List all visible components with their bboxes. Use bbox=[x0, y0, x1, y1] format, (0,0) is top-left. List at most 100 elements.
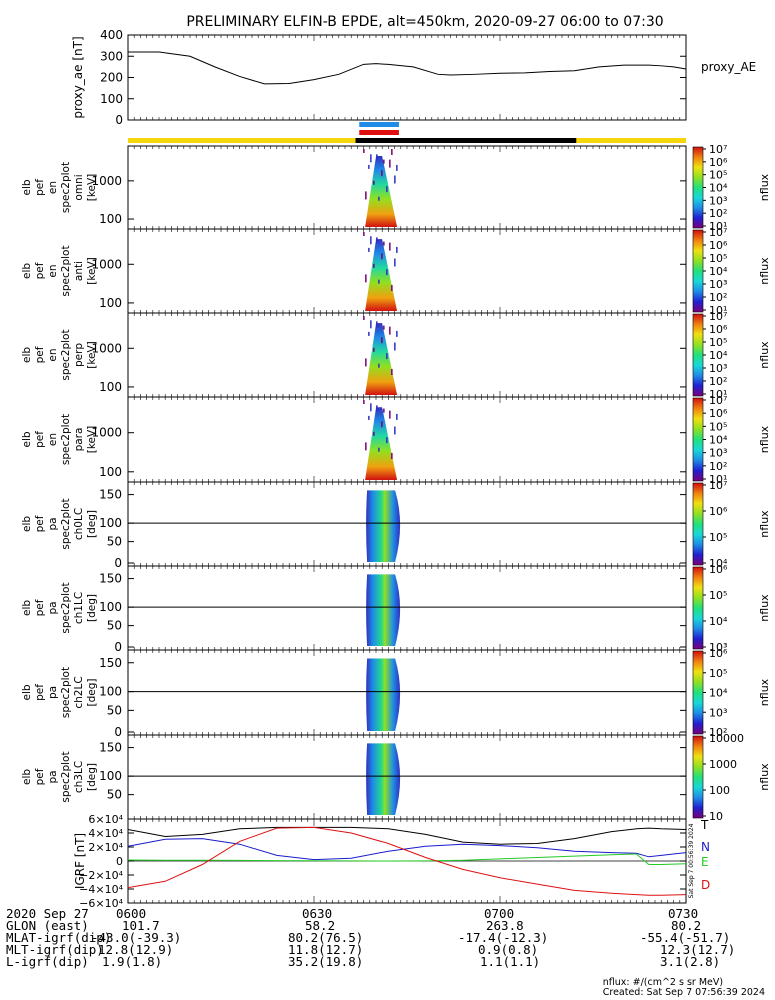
panel-frame-en-perp bbox=[127, 312, 687, 398]
orbit-row-label: MLAT-igrf(dip) bbox=[6, 930, 112, 945]
panel-ylabel-line: pef bbox=[34, 346, 46, 363]
spectrogram-en-perp bbox=[365, 323, 398, 395]
spectrogram-speckle bbox=[378, 447, 380, 452]
colorbar-tick-label: 10¹ bbox=[709, 220, 727, 233]
igrf-legend-T: T bbox=[700, 818, 709, 832]
proxy-ae-ylabel: proxy_ae [nT] bbox=[71, 36, 85, 118]
igrf-series-E bbox=[127, 853, 687, 865]
panel-ylabel-line: pa bbox=[47, 601, 59, 614]
colorbar-tick-label: 10³ bbox=[709, 362, 727, 375]
panel-ylabel-line: elb bbox=[21, 263, 33, 279]
spectrogram-speckle bbox=[376, 154, 378, 161]
panel-ylabel-line: en bbox=[47, 264, 59, 277]
y-tick-label: 0 bbox=[116, 855, 123, 868]
orbit-value: 0700 bbox=[484, 906, 515, 921]
spectrogram-speckle bbox=[383, 241, 385, 246]
spectrogram-speckle bbox=[373, 263, 375, 268]
colorbar-tick-label: 100 bbox=[709, 784, 730, 797]
orbit-row-l: L-igrf(dip) 1.9(1.8) 35.2(19.8) 1.1(1.1) 3.1… bbox=[6, 954, 766, 969]
spectrogram-speckle bbox=[378, 363, 380, 368]
spectrogram-speckle bbox=[381, 421, 383, 428]
spectrogram-speckle bbox=[363, 316, 365, 320]
colorbar-label: nflux bbox=[758, 341, 771, 369]
spectrogram-speckle bbox=[394, 258, 396, 267]
orbit-row-mlt: MLT-igrf(dip) 12.8(12.9) 11.8(12.7) 0.9(0.8… bbox=[6, 942, 766, 957]
y-tick-label: 100 bbox=[99, 516, 122, 530]
y-tick-label: −6×10⁴ bbox=[79, 897, 123, 910]
orbit-value: 263.8 bbox=[486, 918, 524, 933]
proxy-ae-frame bbox=[127, 34, 687, 121]
panel-ylabel-line: pef bbox=[34, 515, 46, 532]
y-tick-label: 1000 bbox=[91, 426, 122, 440]
panel-frame-en-omni bbox=[127, 145, 687, 230]
spectrogram-speckle bbox=[396, 330, 398, 337]
colorbar-tick-label: 10³ bbox=[709, 278, 727, 291]
spectrogram-speckle bbox=[391, 453, 393, 459]
spectrogram-speckle bbox=[370, 236, 372, 245]
spectrogram-speckle bbox=[383, 408, 385, 413]
colorbar-tick-label: 10² bbox=[709, 207, 727, 220]
y-tick-label: −4×10⁴ bbox=[79, 883, 123, 896]
orbit-value: 35.2(19.8) bbox=[288, 954, 364, 969]
colorbar-label: nflux bbox=[758, 173, 771, 201]
orbit-value: 1.1(1.1) bbox=[480, 954, 541, 969]
panel-ylabel-line: perp bbox=[73, 343, 85, 367]
spectrogram-speckle bbox=[368, 415, 370, 420]
panel-ylabel-line: [keV] bbox=[86, 174, 98, 202]
orbit-row-label: GLON (east) bbox=[6, 918, 89, 933]
spectrogram-speckle bbox=[394, 426, 396, 435]
spectrogram-speckle bbox=[378, 279, 380, 284]
igrf-series-T bbox=[127, 826, 687, 845]
colorbar-tick-label: 10⁵ bbox=[709, 252, 727, 265]
colorbar-tick-label: 10⁶ bbox=[709, 563, 728, 576]
colorbar-tick-label: 10⁶ bbox=[709, 156, 728, 169]
panel-frame-pa-ch1LC bbox=[127, 565, 687, 651]
colorbar-en-perp bbox=[692, 313, 704, 397]
colorbar-tick-label: 10⁴ bbox=[709, 557, 728, 570]
orbit-row-label: MLT-igrf(dip) bbox=[6, 942, 104, 957]
colorbar-label: nflux bbox=[758, 257, 771, 285]
panel-ylabel-line: elb bbox=[21, 347, 33, 363]
colorbar-tick-label: 10³ bbox=[709, 194, 727, 207]
colorbar-pa-ch3LC bbox=[692, 735, 704, 819]
colorbar-label: nflux bbox=[758, 678, 771, 706]
orbit-value: 1.9(1.8) bbox=[102, 954, 163, 969]
spectrogram-speckle bbox=[376, 237, 378, 244]
panel-ylabel-line: [keV] bbox=[86, 257, 98, 285]
panel-ylabel-line: para bbox=[73, 428, 85, 452]
proxy-ae-legend: proxy_AE bbox=[701, 60, 756, 74]
y-tick-label: 1000 bbox=[91, 174, 122, 188]
colorbar-tick-label: 10⁵ bbox=[709, 531, 727, 544]
colorbar-tick-label: 10² bbox=[709, 291, 727, 304]
proxy-ae-panel: 400 300 200 100 0 proxy_ae [nT] proxy_AE bbox=[71, 28, 756, 127]
spectrogram-speckle bbox=[363, 400, 365, 404]
y-tick-label: 300 bbox=[100, 49, 123, 63]
spectrogram-speckle bbox=[381, 337, 383, 344]
panel-ylabel-line: anti bbox=[73, 261, 85, 281]
panel-ylabel-line: spec2plot bbox=[60, 245, 72, 296]
panel-ylabel-line: pa bbox=[47, 517, 59, 530]
panel-ylabel-line: ch3LC bbox=[73, 761, 85, 793]
spectrogram-speckle bbox=[386, 269, 388, 276]
panel-ylabel-line: elb bbox=[21, 431, 33, 447]
colorbar-tick-label: 10¹ bbox=[709, 304, 727, 317]
orbit-value: 3.1(2.8) bbox=[660, 954, 721, 969]
panel-ylabel-line: pef bbox=[34, 179, 46, 196]
spectrogram-speckle bbox=[368, 331, 370, 336]
colorbar-tick-label: 10⁴ bbox=[709, 182, 728, 195]
panel-ylabel-line: elb bbox=[21, 516, 33, 532]
orbit-row-label: L-igrf(dip) bbox=[6, 954, 89, 969]
colorbar-tick-label: 10⁶ bbox=[709, 505, 728, 518]
panel-ylabel-line: elb bbox=[21, 179, 33, 195]
colorbar-tick-label: 10³ bbox=[709, 641, 727, 654]
orbit-value: 58.2 bbox=[305, 918, 336, 933]
colorbar-tick-label: 10⁵ bbox=[709, 336, 727, 349]
panel-ylabel-line: elb bbox=[21, 769, 33, 785]
spectrogram-speckle bbox=[368, 247, 370, 252]
ephemeris-bars bbox=[128, 122, 686, 143]
y-tick-label: 150 bbox=[99, 488, 122, 502]
spectrogram-speckle bbox=[363, 232, 365, 236]
panel-ylabel-line: pa bbox=[47, 770, 59, 783]
